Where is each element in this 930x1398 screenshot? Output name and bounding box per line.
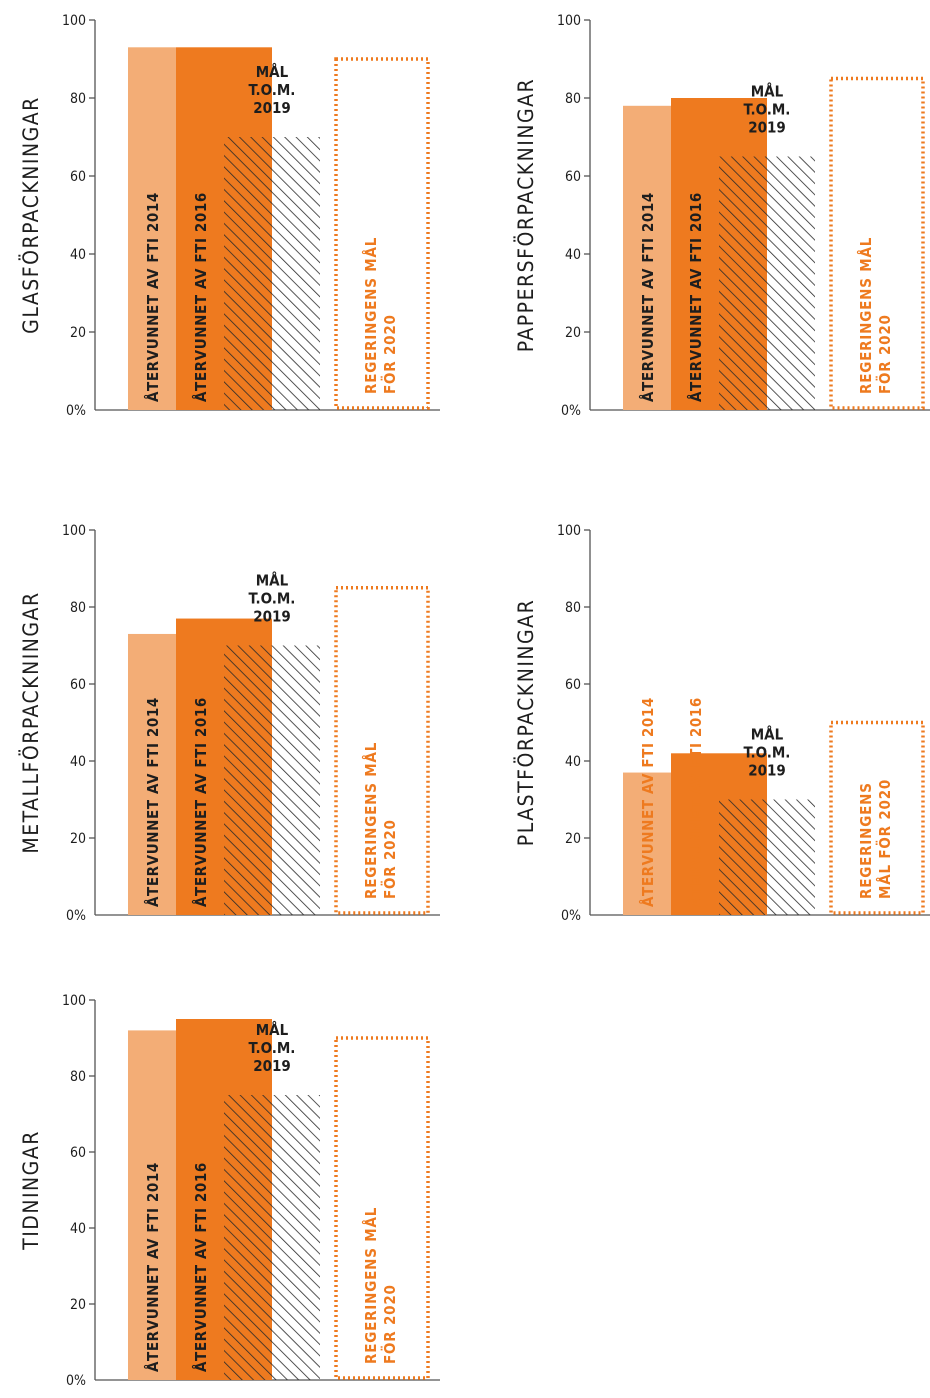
goal-2020-label: REGERINGENS: [857, 782, 875, 899]
goal-2019-label: MÅL: [256, 1020, 289, 1039]
goal-2019-label: 2019: [748, 119, 786, 137]
bar-label-2014: ÅTERVUNNET AV FTI 2014: [143, 1162, 162, 1372]
chart-svg: METALLFÖRPACKNINGAR 0% 20 40 60 80 100 ÅTERVUNN…: [18, 523, 440, 924]
chart-svg: GLASFÖRPACKNINGAR 0% 20 40 60 80 100 ÅTERVUNNET…: [18, 13, 440, 419]
y-tick-label: 80: [565, 91, 581, 107]
goal-2019-label: 2019: [253, 99, 291, 117]
y-tick-label: 40: [70, 247, 86, 263]
goal-2019-label: 2019: [253, 608, 291, 626]
chart-plastforpackningar: PLASTFÖRPACKNINGAR 0% 20 40 60 80 100 ÅTERVUNNE…: [495, 510, 930, 940]
bar-label-2014: ÅTERVUNNET AV FTI 2014: [143, 697, 162, 907]
bar-2014: [128, 47, 176, 411]
y-tick-label: 20: [70, 831, 86, 847]
bar-2014: [623, 105, 671, 411]
y-tick-label: 40: [565, 247, 581, 263]
y-tick-label: 80: [70, 600, 86, 616]
goal-2019-label: MÅL: [751, 725, 784, 744]
bar-2014: [128, 1030, 176, 1380]
y-tick-label: 100: [557, 13, 581, 29]
chart-metallforpackningar: METALLFÖRPACKNINGAR 0% 20 40 60 80 100 ÅTERVUNN…: [0, 510, 465, 940]
bar-goal-2020: [829, 76, 925, 410]
bar-label-2016: ÅTERVUNNET AV FTI 2016: [686, 697, 705, 907]
y-tick-label: 60: [565, 677, 581, 693]
bar-goal-2019: [224, 1095, 320, 1380]
bar-2014: [128, 633, 176, 915]
bar-goal-2019: [719, 799, 815, 915]
y-tick-label: 100: [557, 523, 581, 539]
bar-goal-2019: [224, 137, 320, 410]
bar-label-2016: ÅTERVUNNET AV FTI 2016: [191, 192, 210, 402]
y-axis-title: PLASTFÖRPACKNINGAR: [513, 599, 538, 846]
y-tick-label: 0%: [66, 403, 86, 419]
goal-2019-label: T.O.M.: [249, 590, 296, 608]
goal-2019-label: 2019: [253, 1057, 291, 1075]
y-tick-label: 60: [70, 169, 86, 185]
goal-2020-label: FÖR 2020: [380, 1284, 399, 1364]
y-tick-label: 20: [565, 831, 581, 847]
goal-2019-label: T.O.M.: [249, 1039, 296, 1057]
goal-2019-label: MÅL: [751, 82, 784, 101]
goal-2020-label: MÅL FÖR 2020: [875, 779, 894, 899]
y-axis-title: GLASFÖRPACKNINGAR: [18, 96, 43, 334]
y-tick-label: 0%: [561, 908, 581, 924]
bar-goal-2020: [334, 586, 430, 915]
bar-label-2016: ÅTERVUNNET AV FTI 2016: [686, 192, 705, 402]
bar-label-2014: ÅTERVUNNET AV FTI 2014: [638, 697, 657, 907]
y-tick-label: 40: [70, 1221, 86, 1237]
goal-2019-label: T.O.M.: [744, 101, 791, 119]
y-tick-label: 0%: [66, 908, 86, 924]
bar-goal-2020: [334, 1036, 430, 1380]
chart-svg: PAPPERSFÖRPACKNINGAR 0% 20 40 60 80 100 ÅTERVUN…: [513, 13, 930, 419]
y-tick-label: 100: [62, 523, 86, 539]
goal-2020-label: FÖR 2020: [380, 314, 399, 394]
goal-2020-label: FÖR 2020: [875, 314, 894, 394]
bar-goal-2020: [829, 720, 925, 915]
y-axis-title: TIDNINGAR: [19, 1130, 43, 1251]
goal-2019-label: 2019: [748, 762, 786, 780]
y-tick-label: 20: [70, 1297, 86, 1313]
y-tick-label: 80: [70, 1069, 86, 1085]
goal-2020-label: REGERINGENS MÅL: [361, 742, 380, 899]
y-tick-label: 20: [565, 325, 581, 341]
y-tick-label: 80: [70, 91, 86, 107]
y-tick-label: 100: [62, 13, 86, 29]
chart-svg: PLASTFÖRPACKNINGAR 0% 20 40 60 80 100 ÅTERVUNNE…: [513, 523, 930, 924]
y-tick-label: 0%: [561, 403, 581, 419]
goal-2020-label: REGERINGENS MÅL: [856, 237, 875, 394]
y-axis-title: PAPPERSFÖRPACKNINGAR: [513, 78, 538, 352]
y-axis-title: METALLFÖRPACKNINGAR: [18, 591, 43, 853]
y-tick-label: 80: [565, 600, 581, 616]
goal-2019-label: T.O.M.: [249, 81, 296, 99]
y-tick-label: 100: [62, 993, 86, 1009]
chart-tidningar: TIDNINGAR 0% 20 40 60 80 100 ÅTERVUNNET AV FTI …: [0, 980, 465, 1394]
bar-goal-2019: [719, 156, 815, 410]
goal-2019-label: MÅL: [256, 571, 289, 590]
y-tick-label: 60: [70, 677, 86, 693]
goal-2019-label: MÅL: [256, 62, 289, 81]
y-tick-label: 0%: [66, 1373, 86, 1389]
goal-2019-label: T.O.M.: [744, 744, 791, 762]
bar-label-2014: ÅTERVUNNET AV FTI 2014: [143, 192, 162, 402]
bar-goal-2019: [224, 645, 320, 915]
y-tick-label: 60: [70, 1145, 86, 1161]
goal-2020-label: REGERINGENS MÅL: [361, 237, 380, 394]
bar-label-2014: ÅTERVUNNET AV FTI 2014: [638, 192, 657, 402]
chart-svg: TIDNINGAR 0% 20 40 60 80 100 ÅTERVUNNET AV FTI …: [19, 993, 440, 1389]
y-tick-label: 60: [565, 169, 581, 185]
chart-glasforpackningar: GLASFÖRPACKNINGAR 0% 20 40 60 80 100 ÅTERVUNNET…: [0, 0, 465, 430]
y-tick-label: 40: [565, 754, 581, 770]
goal-2020-label: FÖR 2020: [380, 819, 399, 899]
bar-label-2016: ÅTERVUNNET AV FTI 2016: [191, 1162, 210, 1372]
bar-label-2016: ÅTERVUNNET AV FTI 2016: [191, 697, 210, 907]
goal-2020-label: REGERINGENS MÅL: [361, 1207, 380, 1364]
bar-goal-2020: [334, 57, 430, 410]
chart-pappersforpackningar: PAPPERSFÖRPACKNINGAR 0% 20 40 60 80 100 ÅTERVUN…: [495, 0, 930, 430]
bar-2014: [623, 772, 671, 915]
y-tick-label: 40: [70, 754, 86, 770]
y-tick-label: 20: [70, 325, 86, 341]
